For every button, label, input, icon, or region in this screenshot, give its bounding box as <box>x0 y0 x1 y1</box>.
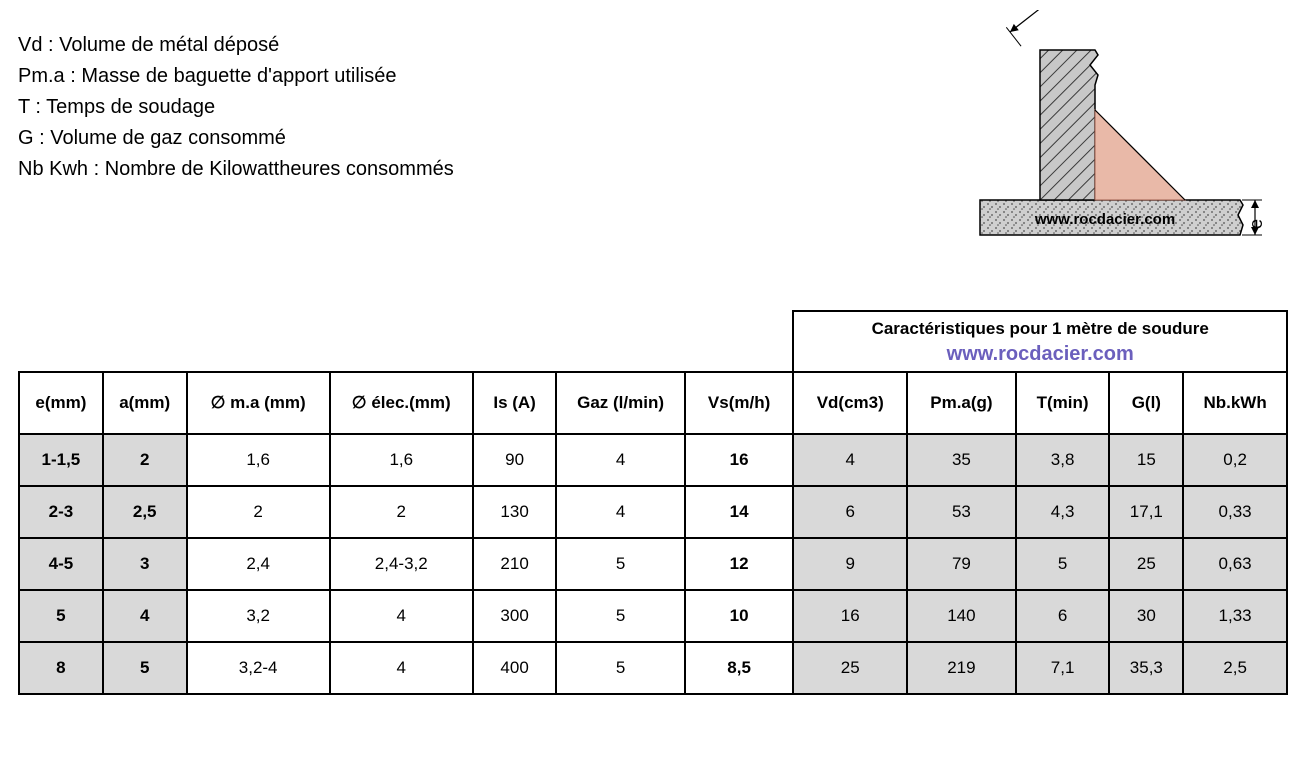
cell-vs: 8,5 <box>685 642 794 694</box>
cell-kwh: 1,33 <box>1183 590 1287 642</box>
cell-is: 210 <box>473 538 557 590</box>
col-header-gaz: Gaz (l/min) <box>556 372 684 434</box>
cell-gaz: 4 <box>556 434 684 486</box>
cell-e: 5 <box>19 590 103 642</box>
col-header-vs: Vs(m/h) <box>685 372 794 434</box>
definition-line: Pm.a : Masse de baguette d'apport utilis… <box>18 61 870 92</box>
col-header-is: Is (A) <box>473 372 557 434</box>
cell-kwh: 0,63 <box>1183 538 1287 590</box>
cell-pma: 219 <box>907 642 1016 694</box>
cell-ma: 1,6 <box>187 434 330 486</box>
cell-gaz: 5 <box>556 590 684 642</box>
definition-line: G : Volume de gaz consommé <box>18 123 870 154</box>
cell-vd: 25 <box>793 642 907 694</box>
cell-e: 8 <box>19 642 103 694</box>
cell-vd: 9 <box>793 538 907 590</box>
cell-gaz: 5 <box>556 538 684 590</box>
definition-line: Nb Kwh : Nombre de Kilowattheures consom… <box>18 154 870 185</box>
cell-vs: 14 <box>685 486 794 538</box>
definitions-list: Vd : Volume de métal déposéPm.a : Masse … <box>18 10 870 185</box>
diagram-watermark: www.rocdacier.com <box>1034 211 1175 228</box>
col-header-g: G(l) <box>1109 372 1183 434</box>
cell-kwh: 0,33 <box>1183 486 1287 538</box>
cell-e: 4-5 <box>19 538 103 590</box>
cell-pma: 79 <box>907 538 1016 590</box>
cell-is: 130 <box>473 486 557 538</box>
cell-elec: 4 <box>330 642 473 694</box>
col-header-kwh: Nb.kWh <box>1183 372 1287 434</box>
cell-t: 4,3 <box>1016 486 1110 538</box>
cell-is: 300 <box>473 590 557 642</box>
col-header-e: e(mm) <box>19 372 103 434</box>
cell-t: 5 <box>1016 538 1110 590</box>
cell-elec: 2 <box>330 486 473 538</box>
table-row: 853,2-4440058,5252197,135,32,5 <box>19 642 1287 694</box>
cell-ma: 3,2-4 <box>187 642 330 694</box>
cell-g: 35,3 <box>1109 642 1183 694</box>
cell-elec: 4 <box>330 590 473 642</box>
dim-label-e: e <box>1246 219 1266 229</box>
cell-pma: 35 <box>907 434 1016 486</box>
table-row: 543,24300510161406301,33 <box>19 590 1287 642</box>
cell-a: 5 <box>103 642 187 694</box>
cell-a: 4 <box>103 590 187 642</box>
cell-kwh: 0,2 <box>1183 434 1287 486</box>
cell-is: 400 <box>473 642 557 694</box>
cell-gaz: 5 <box>556 642 684 694</box>
cell-vs: 10 <box>685 590 794 642</box>
table-row: 4-532,42,4-3,22105129795250,63 <box>19 538 1287 590</box>
definition-line: T : Temps de soudage <box>18 92 870 123</box>
cell-pma: 140 <box>907 590 1016 642</box>
col-header-elec: ∅ élec.(mm) <box>330 372 473 434</box>
cell-kwh: 2,5 <box>1183 642 1287 694</box>
cell-a: 2 <box>103 434 187 486</box>
cell-vs: 12 <box>685 538 794 590</box>
col-header-vd: Vd(cm3) <box>793 372 907 434</box>
cell-vd: 4 <box>793 434 907 486</box>
super-header-title: Caractéristiques pour 1 mètre de soudure <box>798 318 1282 340</box>
definition-line: Vd : Volume de métal déposé <box>18 30 870 61</box>
table-row: 2-32,5221304146534,317,10,33 <box>19 486 1287 538</box>
fillet-weld-diagram: a e www.rocdacier.com <box>870 10 1290 270</box>
super-header: Caractéristiques pour 1 mètre de soudure… <box>793 311 1287 372</box>
cell-t: 3,8 <box>1016 434 1110 486</box>
cell-t: 7,1 <box>1016 642 1110 694</box>
cell-vs: 16 <box>685 434 794 486</box>
cell-t: 6 <box>1016 590 1110 642</box>
cell-pma: 53 <box>907 486 1016 538</box>
cell-gaz: 4 <box>556 486 684 538</box>
welding-parameters-table: Caractéristiques pour 1 mètre de soudure… <box>18 310 1288 695</box>
cell-vd: 6 <box>793 486 907 538</box>
cell-ma: 3,2 <box>187 590 330 642</box>
cell-vd: 16 <box>793 590 907 642</box>
header-spacer <box>19 311 793 372</box>
cell-g: 25 <box>1109 538 1183 590</box>
cell-ma: 2,4 <box>187 538 330 590</box>
cell-g: 15 <box>1109 434 1183 486</box>
cell-a: 3 <box>103 538 187 590</box>
col-header-a: a(mm) <box>103 372 187 434</box>
cell-g: 30 <box>1109 590 1183 642</box>
table-row: 1-1,521,61,6904164353,8150,2 <box>19 434 1287 486</box>
col-header-pma: Pm.a(g) <box>907 372 1016 434</box>
cell-e: 1-1,5 <box>19 434 103 486</box>
cell-is: 90 <box>473 434 557 486</box>
super-header-url: www.rocdacier.com <box>798 341 1282 367</box>
col-header-ma: ∅ m.a (mm) <box>187 372 330 434</box>
col-header-t: T(min) <box>1016 372 1110 434</box>
cell-g: 17,1 <box>1109 486 1183 538</box>
cell-elec: 2,4-3,2 <box>330 538 473 590</box>
cell-a: 2,5 <box>103 486 187 538</box>
cell-e: 2-3 <box>19 486 103 538</box>
cell-ma: 2 <box>187 486 330 538</box>
cell-elec: 1,6 <box>330 434 473 486</box>
